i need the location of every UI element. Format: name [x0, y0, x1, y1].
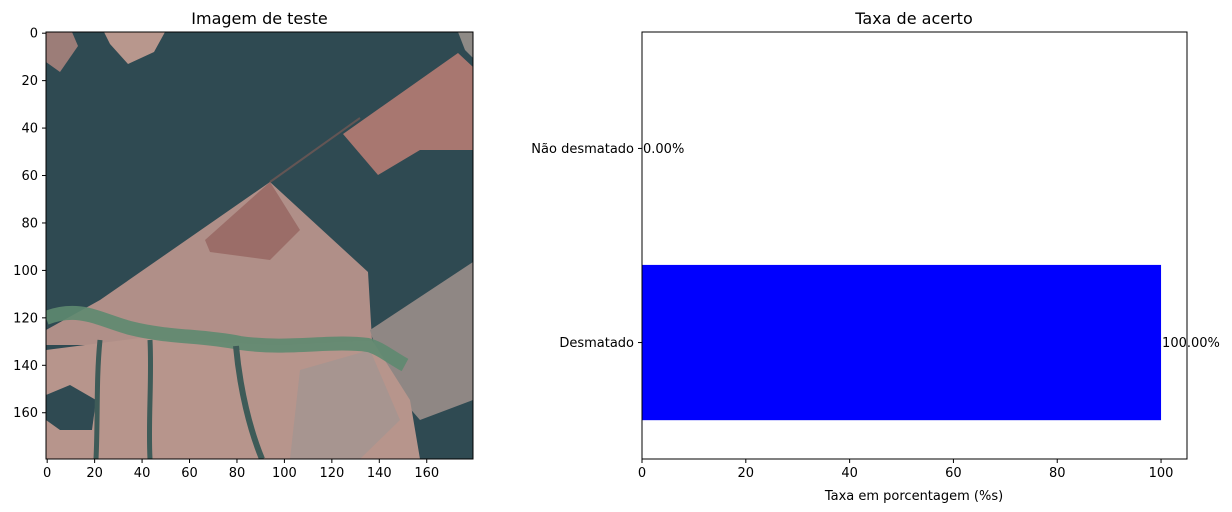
- bar-x-tick-label: 100: [1149, 466, 1174, 481]
- image-x-tick-label: 60: [181, 466, 198, 481]
- diagonal-road: [269, 117, 361, 183]
- bar-x-tick-label: 20: [738, 466, 755, 481]
- bar-series: 100.00% 0.00%: [642, 142, 1220, 421]
- river-branch-2: [233, 345, 265, 459]
- bar-x-tick-label: 80: [1049, 466, 1066, 481]
- image-y-tick-label: 120: [13, 311, 38, 326]
- bar-value-label: 0.00%: [643, 142, 684, 157]
- forest-bottom-left: [46, 385, 96, 430]
- river-branch-1: [146, 339, 154, 459]
- image-x-tick-label: 120: [319, 466, 344, 481]
- image-y-tick-label: 0: [30, 27, 38, 42]
- river: [46, 305, 409, 372]
- image-x-tick-label: 0: [43, 466, 51, 481]
- image-y-tick-label: 20: [21, 74, 38, 89]
- bar-x-tick-label: 60: [945, 466, 962, 481]
- field-central-red: [205, 182, 300, 260]
- image-y-tick-label: 160: [13, 406, 38, 421]
- image-x-tick-label: 160: [414, 466, 439, 481]
- field-top: [104, 32, 165, 64]
- image-frame: [45, 31, 474, 460]
- field-top-left: [46, 32, 78, 72]
- bar-y-tick-label: Não desmatado: [531, 142, 634, 157]
- image-y-tick-label: 40: [21, 122, 38, 137]
- bar-x-tick-label: 0: [638, 466, 646, 481]
- field-top-right-edge: [458, 32, 473, 58]
- image-x-tick-label: 100: [272, 466, 297, 481]
- satellite-image: [46, 32, 473, 459]
- image-title: Imagem de teste: [191, 9, 327, 28]
- image-y-tick-label: 80: [21, 216, 38, 231]
- image-y-tick-label: 60: [21, 169, 38, 184]
- bar-y-tick-label: Desmatado: [559, 336, 634, 351]
- image-x-ticks: 0 20 40 60 80 100 120 140 160: [43, 459, 439, 481]
- bar-plot-frame: [641, 31, 1188, 460]
- image-x-tick-label: 80: [229, 466, 246, 481]
- image-x-tick-label: 20: [86, 466, 103, 481]
- bar-chart-title: Taxa de acerto: [854, 9, 972, 28]
- bar-x-axis-label: Taxa em porcentagem (%s): [824, 489, 1003, 504]
- image-y-tick-label: 140: [13, 359, 38, 374]
- field-bottom-right: [290, 350, 400, 459]
- bar-x-tick-label: 40: [841, 466, 858, 481]
- field-upper-right: [343, 53, 473, 175]
- image-y-tick-label: 100: [13, 264, 38, 279]
- river-branch-3: [93, 339, 103, 459]
- bar-desmatado: [642, 264, 1162, 421]
- bar-y-ticks: Desmatado Não desmatado: [531, 142, 642, 351]
- bar-x-ticks: 0 20 40 60 80 100: [638, 459, 1174, 481]
- bar-value-label: 100.00%: [1162, 336, 1220, 351]
- image-x-tick-label: 140: [367, 466, 392, 481]
- image-x-tick-label: 40: [134, 466, 151, 481]
- image-y-ticks: 0 20 40 60 80 100 120 140 160: [13, 27, 46, 421]
